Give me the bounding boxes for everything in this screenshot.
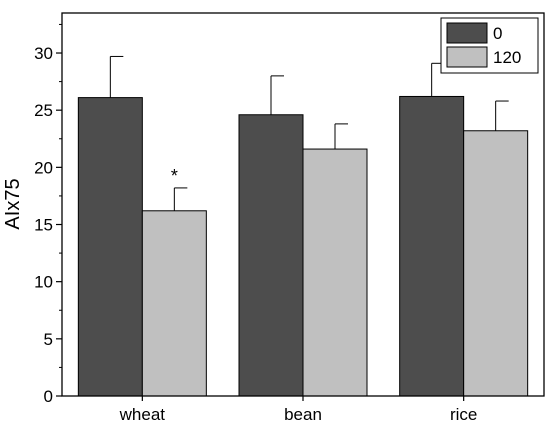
y-tick-label: 20: [34, 158, 53, 177]
x-tick-label-wheat: wheat: [119, 405, 166, 424]
significance-marker: *: [171, 166, 178, 186]
bar-wheat-0: [77, 97, 143, 397]
legend-swatch-120: [446, 46, 488, 68]
legend-label-120: 120: [493, 48, 521, 67]
bar-bean-0: [238, 114, 304, 397]
y-tick-label: 25: [34, 101, 53, 120]
bar-rice-0: [399, 95, 465, 397]
bar-wheat-120: [141, 210, 207, 397]
y-axis-title: AIx75: [2, 178, 24, 229]
x-tick-label-bean: bean: [284, 405, 322, 424]
legend-swatch-0: [446, 22, 488, 44]
y-tick-label: 15: [34, 216, 53, 235]
legend-label-0: 0: [493, 24, 502, 43]
y-tick-label: 5: [44, 330, 53, 349]
x-tick-label-rice: rice: [450, 405, 477, 424]
y-tick-label: 10: [34, 273, 53, 292]
y-tick-label: 0: [44, 387, 53, 406]
y-tick-label: 30: [34, 44, 53, 63]
bar-rice-120: [463, 130, 529, 397]
bar-bean-120: [302, 148, 368, 397]
